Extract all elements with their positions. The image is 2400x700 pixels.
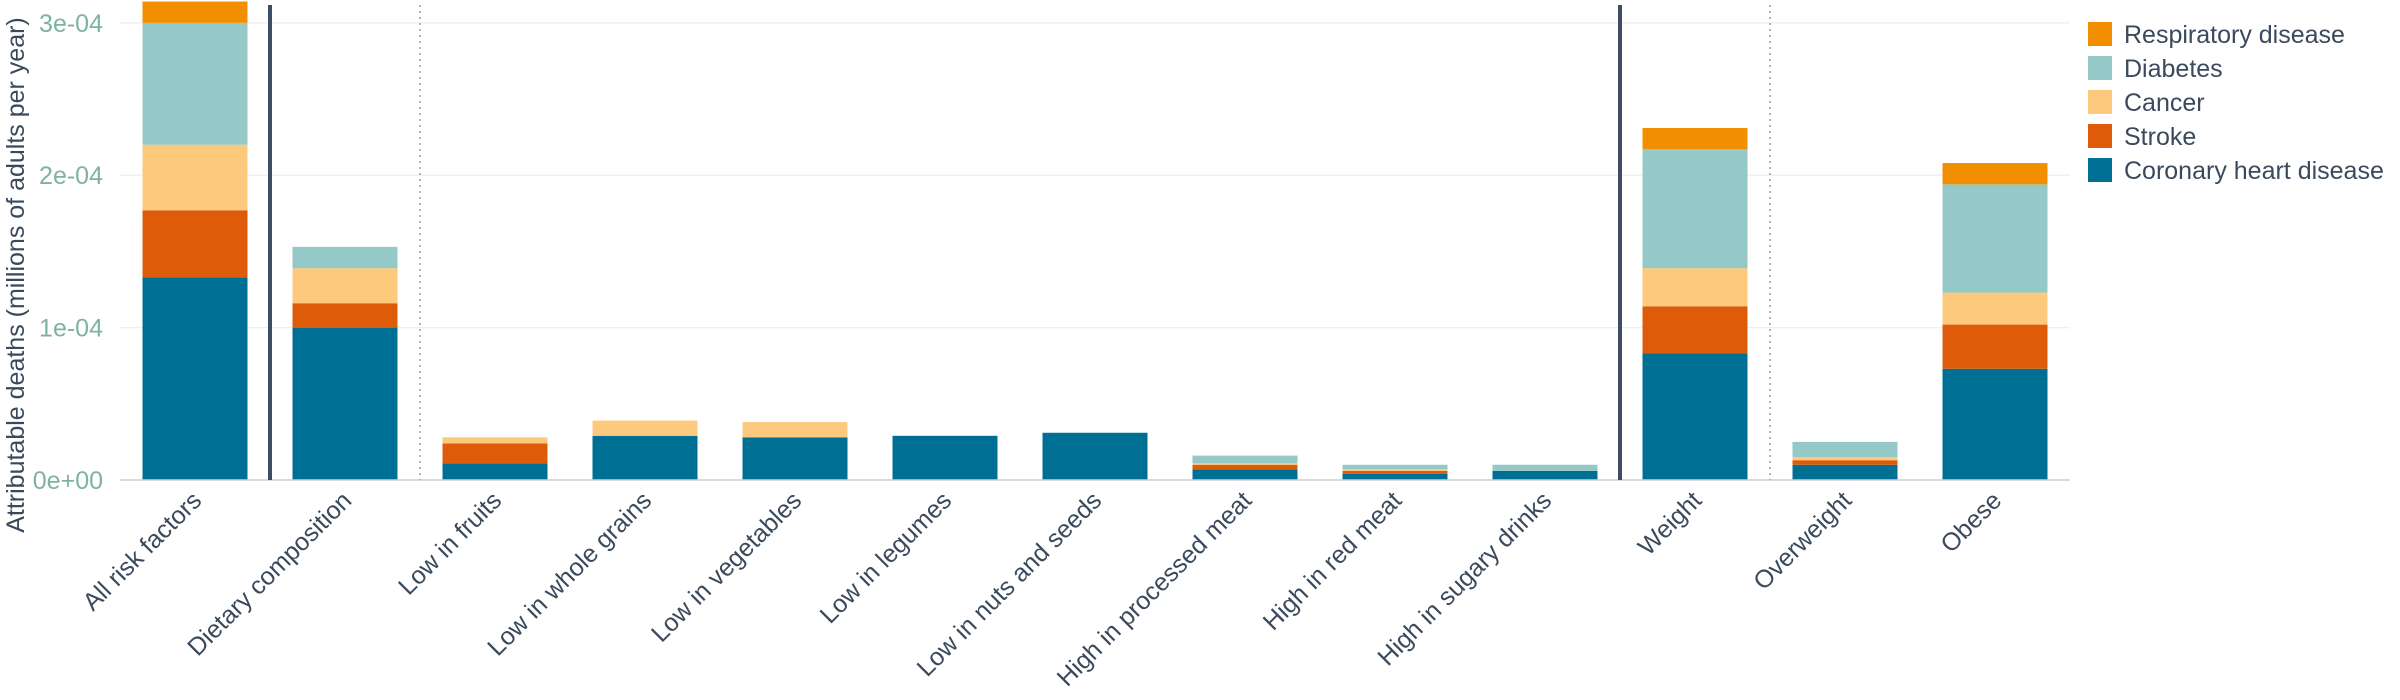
bar-segment-coronary-heart-disease — [1342, 473, 1448, 480]
legend-label-stroke: Stroke — [2124, 123, 2196, 151]
legend-label-respiratory-disease: Respiratory disease — [2124, 21, 2345, 49]
x-tick-label: Low in vegetables — [646, 486, 807, 647]
bar-segment-diabetes — [1192, 455, 1298, 464]
bar-segment-diabetes — [142, 22, 248, 145]
bar-segment-stroke — [1192, 464, 1298, 470]
bar-segment-respiratory-disease — [142, 1, 248, 23]
bar-segment-coronary-heart-disease — [1492, 470, 1598, 480]
bar-segment-coronary-heart-disease — [1042, 432, 1148, 480]
bar-segment-stroke — [1342, 470, 1448, 474]
bar-segment-cancer — [142, 144, 248, 211]
bar-segment-coronary-heart-disease — [1192, 469, 1298, 480]
bar-segment-stroke — [1942, 324, 2048, 369]
legend-swatch-diabetes — [2088, 56, 2112, 80]
group-separators — [268, 5, 1771, 480]
x-tick-label: Overweight — [1748, 486, 1857, 595]
bar-segment-coronary-heart-disease — [742, 437, 848, 480]
bar-segment-coronary-heart-disease — [292, 327, 398, 480]
bar-segment-stroke — [442, 443, 548, 464]
x-tick-label: All risk factors — [77, 486, 207, 616]
y-axis-title: Attributable deaths (millions of adults … — [2, 17, 30, 533]
y-tick-label: 1e-04 — [39, 315, 103, 343]
bar-segment-cancer — [1792, 457, 1898, 461]
legend-label-coronary-heart-disease: Coronary heart disease — [2124, 157, 2384, 185]
bar-segment-cancer — [1192, 463, 1298, 465]
bar-segment-coronary-heart-disease — [1942, 368, 2048, 480]
bar-segment-cancer — [292, 268, 398, 304]
bar-segment-coronary-heart-disease — [1792, 464, 1898, 480]
legend-swatch-coronary-heart-disease — [2088, 158, 2112, 182]
bar-segment-cancer — [1642, 268, 1748, 307]
x-tick-label: High in sugary drinks — [1372, 486, 1557, 671]
x-tick-label: Obese — [1935, 486, 2007, 558]
y-tick-label: 0e+00 — [33, 467, 103, 495]
y-tick-label: 3e-04 — [39, 10, 103, 38]
bar-segment-diabetes — [1942, 184, 2048, 293]
bar-segment-stroke — [292, 303, 398, 328]
legend-label-cancer: Cancer — [2124, 89, 2205, 117]
bar-segment-cancer — [1942, 292, 2048, 325]
legend-swatch-cancer — [2088, 90, 2112, 114]
bar-segment-coronary-heart-disease — [442, 463, 548, 480]
bar-segment-cancer — [592, 420, 698, 436]
bar-segment-diabetes — [1492, 464, 1598, 471]
x-tick-label: Dietary composition — [182, 486, 357, 661]
legend-swatch-stroke — [2088, 124, 2112, 148]
legend-label-diabetes: Diabetes — [2124, 55, 2223, 83]
bar-segment-cancer — [1342, 469, 1448, 471]
y-axis-ticks: 0e+00 1e-04 2e-04 3e-04 — [33, 10, 103, 495]
bar-segment-stroke — [142, 210, 248, 278]
y-tick-label: 2e-04 — [39, 162, 103, 190]
legend: Respiratory disease Diabetes Cancer Stroke C… — [2088, 21, 2384, 185]
bar-segment-respiratory-disease — [1642, 128, 1748, 150]
bar-segment-diabetes — [1342, 464, 1448, 470]
bar-segment-respiratory-disease — [1942, 163, 2048, 185]
bar-segment-coronary-heart-disease — [1642, 353, 1748, 480]
bar-segment-diabetes — [292, 246, 398, 269]
bar-segment-diabetes — [1642, 149, 1748, 269]
bar-segment-stroke — [1642, 306, 1748, 354]
gridlines — [120, 22, 2070, 329]
bars — [120, 1, 2070, 481]
x-tick-label: Low in legumes — [815, 486, 958, 629]
bar-segment-cancer — [442, 437, 548, 444]
bar-segment-stroke — [1792, 460, 1898, 465]
x-tick-label: Low in fruits — [393, 486, 507, 600]
bar-segment-cancer — [742, 422, 848, 438]
legend-swatch-respiratory-disease — [2088, 22, 2112, 46]
bar-segment-coronary-heart-disease — [592, 435, 698, 480]
bar-segment-diabetes — [1792, 441, 1898, 458]
x-tick-label: Low in whole grains — [482, 486, 657, 661]
x-tick-label: Weight — [1633, 486, 1708, 561]
bar-segment-coronary-heart-disease — [142, 277, 248, 480]
bar-segment-coronary-heart-disease — [892, 435, 998, 480]
x-tick-label: High in red meat — [1258, 486, 1408, 636]
